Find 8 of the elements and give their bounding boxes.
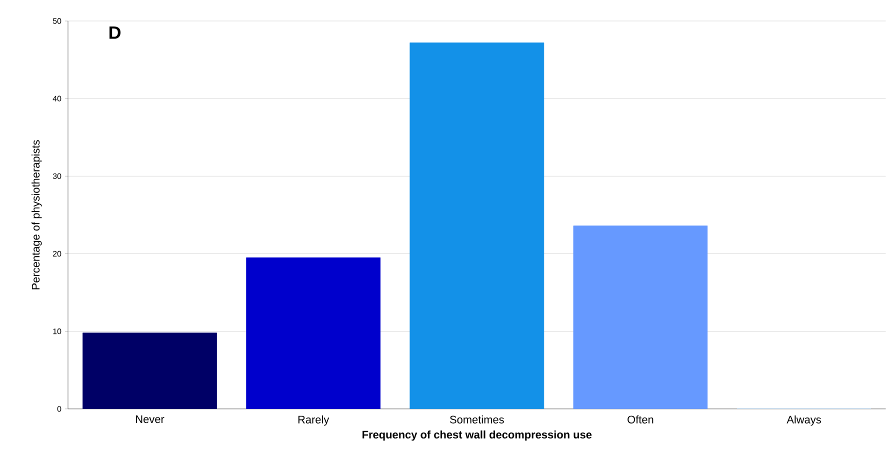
- x-axis-title: Frequency of chest wall decompression use: [362, 430, 592, 441]
- x-tick-label: Sometimes: [450, 415, 504, 424]
- y-axis-title: Percentage of physiotherapists: [32, 140, 42, 290]
- x-tick-label: Rarely: [298, 415, 330, 426]
- x-tick-label: Never: [136, 415, 164, 424]
- x-tick-label: Often: [628, 415, 654, 424]
- annotation: D: [110, 26, 121, 39]
- x-tick-label: Always: [786, 415, 821, 426]
